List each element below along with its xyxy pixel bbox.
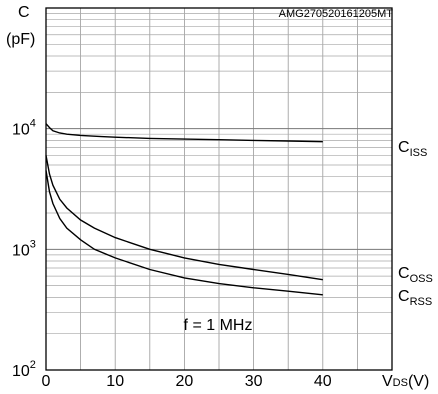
series-line-oss [45, 155, 323, 281]
y-tick-exponent: 4 [30, 118, 36, 130]
x-axis-label: VDS(V) [382, 373, 429, 390]
x-tick-label: 20 [176, 373, 194, 390]
series-label-rss: CRSS [398, 288, 432, 308]
y-tick-base: 10 [12, 363, 30, 380]
y-tick-base: 10 [12, 242, 30, 259]
y-tick-label: 102 [12, 359, 36, 380]
x-tick-label: 10 [106, 373, 124, 390]
series-label-main: C [398, 288, 410, 305]
series-line-rss [45, 170, 323, 296]
series-label-main: C [398, 139, 410, 156]
x-tick-label: 30 [245, 373, 263, 390]
x-axis-unit: (V) [408, 373, 429, 390]
y-axis-unit: (pF) [6, 31, 35, 48]
x-tick-label: 0 [42, 373, 51, 390]
x-axis-subscript: DS [393, 377, 408, 389]
annotation-frequency: f = 1 MHz [184, 317, 253, 334]
y-tick-exponent: 2 [30, 359, 36, 371]
y-tick-label: 104 [12, 118, 36, 139]
plot-frame [45, 7, 393, 371]
y-tick-exponent: 3 [30, 238, 36, 250]
x-axis-symbol: V [382, 373, 393, 390]
grid [45, 8, 393, 371]
chart-code: AMG270520161205MT [279, 8, 394, 20]
x-tick-label: 40 [314, 373, 332, 390]
series-label-oss: COSS [398, 265, 433, 285]
y-axis-symbol: C [18, 4, 30, 21]
labels-group: AMG270520161205MT C (pF) f = 1 MHz VDS(V… [6, 4, 429, 390]
y-tick-label: 103 [12, 238, 36, 259]
series-label-main: C [398, 265, 410, 282]
series-label-sub: ISS [410, 147, 428, 159]
series-label-iss: CISS [398, 139, 427, 159]
y-tick-base: 10 [12, 122, 30, 139]
x-tick-labels: 0 10 20 30 40 [42, 373, 332, 390]
series-line-iss [45, 123, 323, 143]
series-label-sub: RSS [410, 296, 433, 308]
series-label-sub: OSS [410, 273, 433, 285]
series-group [45, 123, 323, 296]
